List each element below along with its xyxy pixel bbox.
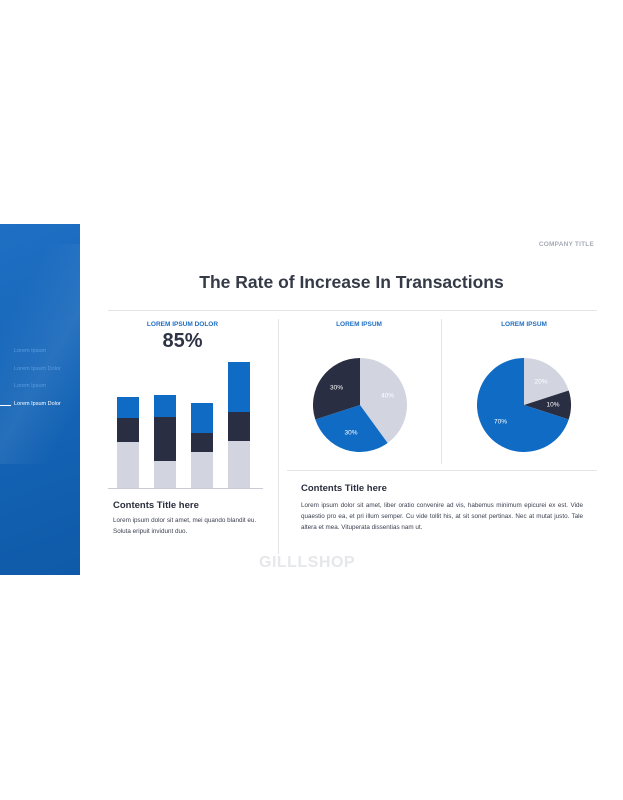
divider-top <box>108 310 597 311</box>
pie1-slice-1-label: 40% <box>381 392 395 400</box>
active-indicator <box>0 405 11 406</box>
pie1-slice-2 <box>315 405 388 452</box>
divider-vertical-2 <box>441 319 442 464</box>
pie1-slice-3-label: 30% <box>330 384 344 392</box>
bar-4-segment-3 <box>228 362 250 413</box>
right-content-title: Contents Title here <box>301 483 387 494</box>
pie2-slice-1 <box>524 358 569 405</box>
slide: Lorem Ipsum Lorem Ipsum Dolor Lorem Ipsu… <box>0 224 623 575</box>
right-content-text: Lorem ipsum dolor sit amet, liber oratio… <box>301 502 583 531</box>
pie2-label: LOREM IPSUM <box>501 321 547 328</box>
bar-2-segment-1 <box>154 460 176 488</box>
pie2-slice-1-label: 20% <box>534 378 548 386</box>
company-title: COMPANY TITLE <box>538 241 594 248</box>
pie-chart-2 <box>477 358 571 452</box>
bar-3-segment-1 <box>191 451 213 488</box>
pie2-slice-3-label: 70% <box>494 418 508 426</box>
left-content-title: Contents Title here <box>113 500 199 511</box>
left-content-text: Lorem ipsum dolor sit amet, mei quando b… <box>113 517 257 535</box>
pie2-slice-2-label: 10% <box>546 401 560 409</box>
sidebar-item-1[interactable]: Lorem Ipsum <box>14 348 47 354</box>
pie1-slice-3 <box>313 358 360 420</box>
sidebar-item-2[interactable]: Lorem Ipsum Dolor <box>14 366 61 372</box>
bar-4-segment-2 <box>228 412 250 441</box>
page-title: The Rate of Increase In Transactions <box>199 272 504 292</box>
divider-vertical-1 <box>278 319 279 554</box>
bar-1-segment-1 <box>117 442 139 488</box>
sidebar: Lorem Ipsum Lorem Ipsum Dolor Lorem Ipsu… <box>0 224 80 575</box>
sidebar-item-3[interactable]: Lorem Ipsum <box>14 383 47 389</box>
sidebar-sheen <box>0 244 80 464</box>
bar-3-segment-2 <box>191 433 213 452</box>
bar-section-label: LOREM IPSUM DOLOR <box>146 321 219 328</box>
pie2-slice-2 <box>524 390 571 420</box>
pie1-slice-2-label: 30% <box>344 429 358 437</box>
pie1-slice-1 <box>360 358 407 444</box>
bar-1-segment-3 <box>117 396 139 419</box>
pie-chart-1 <box>313 358 407 452</box>
bar-axis <box>108 488 263 489</box>
pie1-label: LOREM IPSUM <box>336 321 382 328</box>
bar-3-segment-3 <box>191 402 213 434</box>
pie2-slice-3 <box>477 358 569 452</box>
bar-2-segment-2 <box>154 416 176 461</box>
bar-1-segment-2 <box>117 418 139 443</box>
bar-4-segment-1 <box>228 440 250 488</box>
watermark: GILLLSHOP <box>259 554 356 571</box>
bar-2-segment-3 <box>154 395 176 417</box>
big-percent: 85% <box>162 330 203 352</box>
divider-middle <box>287 470 597 471</box>
sidebar-item-4[interactable]: Lorem Ipsum Dolor <box>14 401 61 407</box>
